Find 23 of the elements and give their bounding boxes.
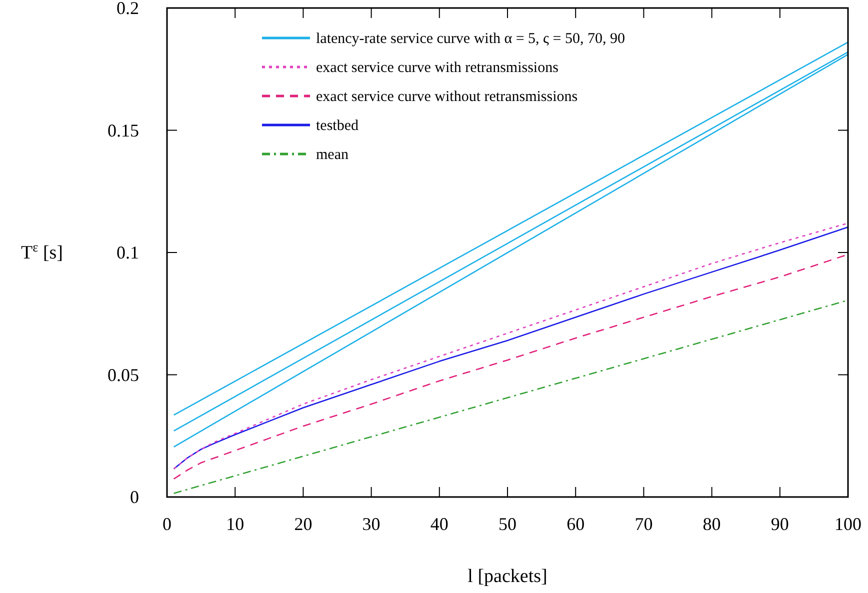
x-tick-label: 0 [162,514,172,534]
x-tick-label: 70 [634,514,653,534]
legend-label: testbed [316,118,359,134]
y-tick-label: 0.1 [116,242,139,262]
legend-label: latency-rate service curve with α = 5, ς = 50, 70, 90 [316,31,625,47]
x-tick-label: 80 [702,514,721,534]
x-tick-label: 20 [294,514,312,534]
x-tick-label: 50 [498,514,516,534]
x-tick-label: 100 [834,514,862,534]
y-axis-title: T$^{ε}$ [s] [20,239,64,264]
legend-label: exact service curve without retransmissions [316,89,578,105]
x-tick-label: 30 [362,514,380,534]
x-tick-label: 40 [430,514,448,534]
x-tick-label: 10 [226,514,244,534]
y-tick-label: 0.05 [108,364,139,385]
x-axis-title: l [packets] [468,566,548,587]
x-tick-label: 90 [770,514,789,534]
legend-label: exact service curve with retransmissions [316,60,559,76]
y-tick-label: 0.2 [116,0,139,18]
legend-label: mean [316,147,349,163]
y-tick-label: 0.15 [108,120,139,140]
y-tick-label: 0 [130,487,139,507]
x-tick-label: 60 [566,514,585,534]
